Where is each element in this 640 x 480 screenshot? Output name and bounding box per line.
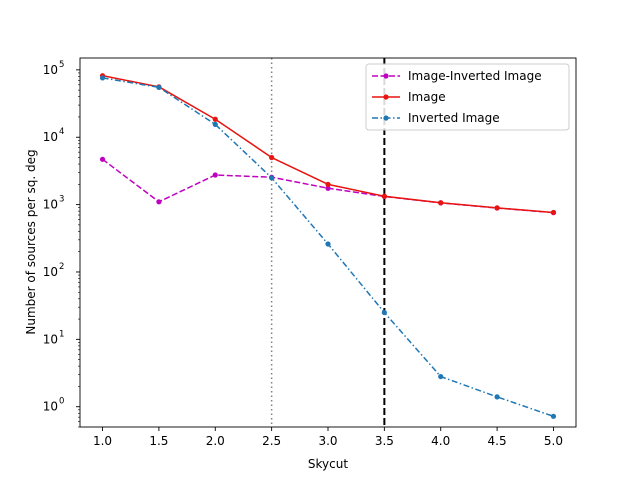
x-tick-label: 3.0 [318,434,337,448]
x-tick-label: 3.5 [375,434,394,448]
x-tick-label: 5.0 [544,434,563,448]
series-layer [99,73,557,419]
x-tick-label: 1.0 [93,434,112,448]
y-tick-exponent: 4 [59,127,64,137]
x-tick-label: 2.0 [206,434,225,448]
data-point [494,205,500,211]
y-tick-label: 10 [43,400,58,414]
legend-marker [383,115,389,121]
x-tick-label: 2.5 [262,434,281,448]
y-tick-label: 10 [43,332,58,346]
data-point [325,185,331,191]
y-tick-exponent: 0 [59,397,64,407]
series-2 [99,75,557,419]
data-point [381,193,387,199]
y-tick-label: 10 [43,63,58,77]
legend-box [365,63,570,131]
y-tick-exponent: 3 [59,195,64,205]
data-point [438,373,444,380]
data-point [550,209,557,216]
data-point [156,84,162,90]
x-axis-label: Skycut [308,457,348,471]
legend-label: Inverted Image [408,111,500,125]
x-axis: 1.0 1.5 2.0 2.5 3.0 3.5 4.0 4.5 5.0 [93,427,563,448]
data-point [269,154,275,161]
data-point [99,75,106,81]
data-point [99,156,106,162]
x-tick-label: 4.5 [488,434,507,448]
data-point [212,116,218,122]
data-point [550,413,557,419]
data-point [325,181,331,187]
y-axis-label: Number of sources per sq. deg [24,149,38,334]
data-point [269,175,275,181]
x-tick-label: 4.0 [431,434,450,448]
data-point [325,241,331,247]
data-point [494,394,500,400]
y-tick-label: 10 [43,198,58,212]
x-tick-label: 1.5 [149,434,168,448]
legend-marker [383,94,389,100]
y-tick-label: 10 [43,130,58,144]
y-tick-exponent: 5 [59,60,64,70]
legend-label: Image [408,90,446,104]
legend-marker [383,73,389,79]
y-tick-label: 10 [43,265,58,279]
data-point [156,199,162,205]
y-tick-exponent: 2 [59,262,64,272]
data-point [212,172,218,178]
legend: Image-Inverted Image Image Inverted Image [365,63,570,131]
data-point [438,200,444,206]
y-tick-exponent: 1 [59,329,64,339]
data-point [212,121,218,128]
data-point [381,309,387,316]
legend-label: Image-Inverted Image [408,69,542,83]
